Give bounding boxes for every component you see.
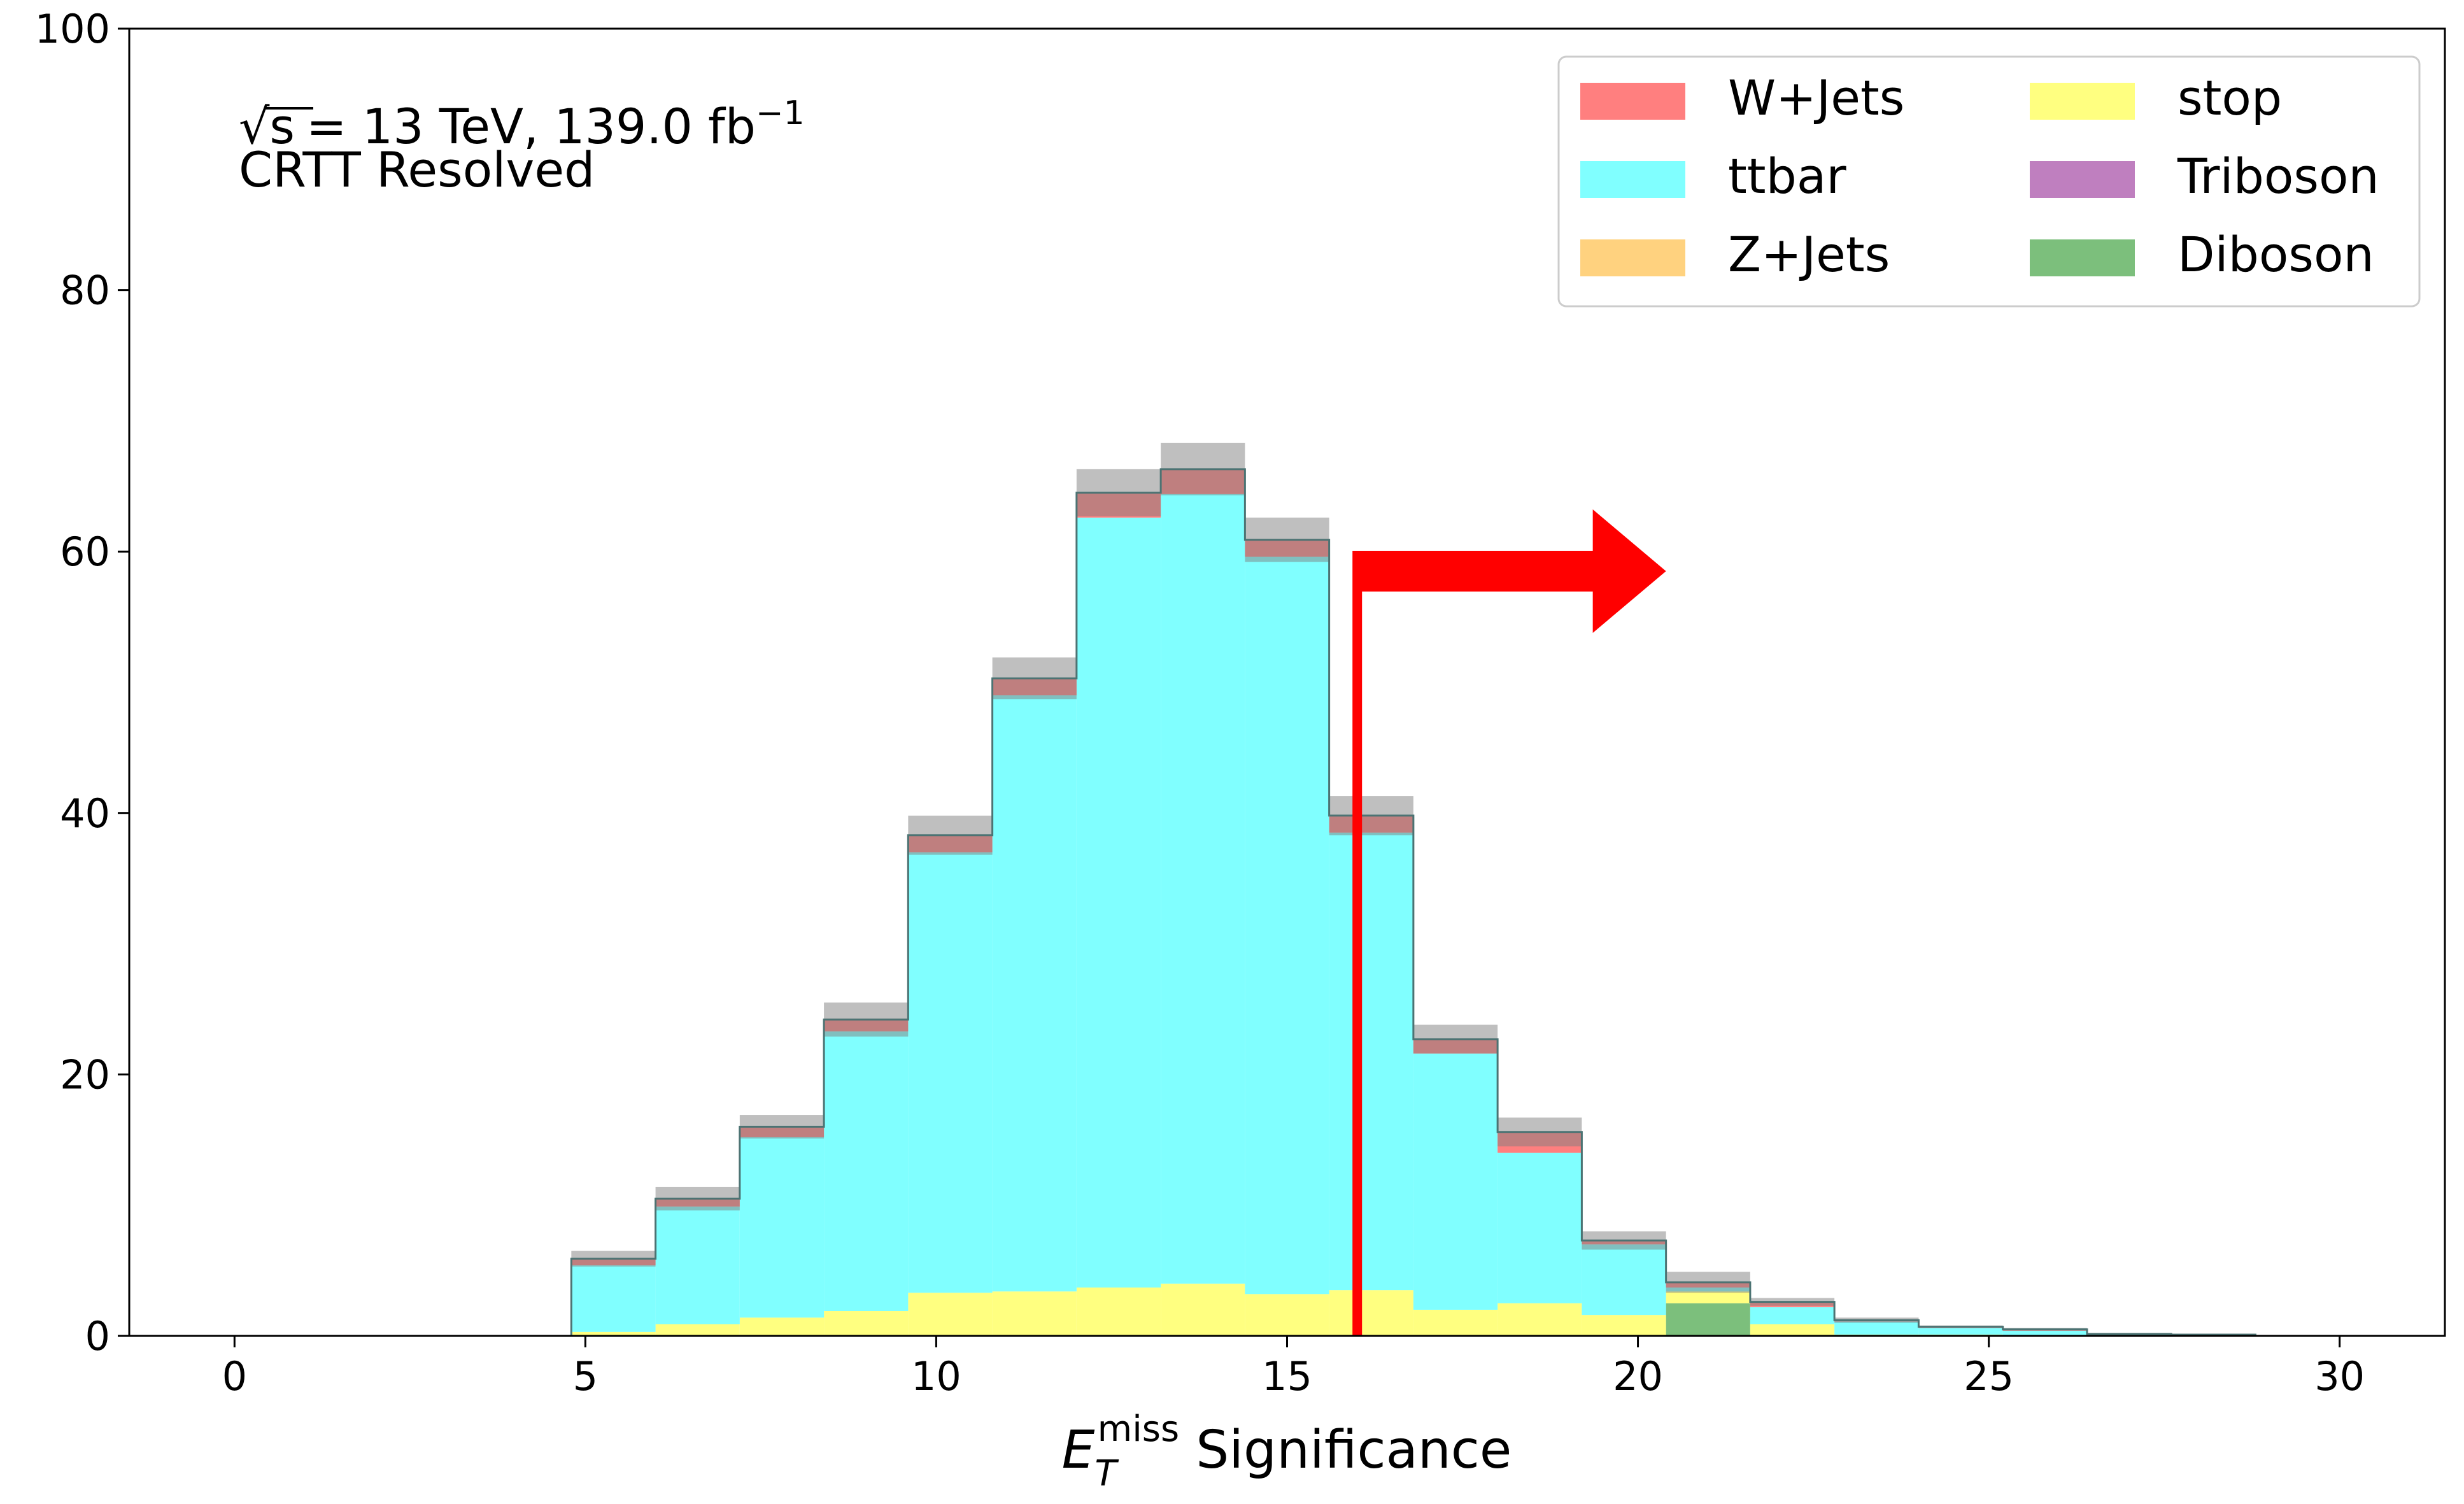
x-axis-label-symbol: E [1062, 1420, 1095, 1480]
bar-ttbar-0 [571, 1265, 656, 1332]
energy-annotation: √s = 13 TeV, 139.0 fb−1 [239, 94, 805, 155]
total-outline-path [570, 468, 2256, 1336]
bar-stop-13 [1666, 1291, 1750, 1303]
x-tick-label-0: 0 [222, 1353, 247, 1400]
legend-label-triboson: Triboson [2177, 148, 2379, 204]
cut-arrow [1352, 509, 1666, 633]
bar-ttbar-12 [1582, 1244, 1666, 1316]
x-axis-label: ETmiss Significance [1062, 1408, 1512, 1494]
bar-ttbar-5 [992, 695, 1077, 1292]
bar-ttbar-2 [739, 1137, 825, 1318]
legend: W+Jets stop ttbar Triboson Z+Jets Diboson [1557, 55, 2421, 308]
bar-ttbar-9 [1329, 832, 1413, 1291]
sqrt-s: √s [239, 98, 295, 155]
x-axis-label-subscript: T [1094, 1453, 1119, 1494]
total-outline [570, 468, 2256, 1336]
legend-label-stop: stop [2177, 69, 2282, 126]
bar-ttbar-14 [1750, 1307, 1835, 1324]
bar-stop-12 [1582, 1315, 1666, 1336]
x-axis-ticks: 0 5 10 15 20 25 30 [222, 1336, 2365, 1400]
legend-label-w-jets: W+Jets [1728, 69, 1904, 126]
bar-ttbar-16 [1918, 1328, 2003, 1335]
bar-ttbar-11 [1498, 1153, 1582, 1303]
bar-ttbar-6 [1076, 517, 1161, 1288]
legend-swatch-z-jets [1580, 239, 1685, 276]
bar-diboson-13 [1666, 1303, 1750, 1336]
legend-label-diboson: Diboson [2177, 226, 2374, 283]
x-axis-label-superscript: miss [1098, 1408, 1179, 1450]
bar-stop-4 [908, 1293, 993, 1336]
bar-stop-10 [1413, 1309, 1498, 1336]
bar-ttbar-17 [2002, 1330, 2087, 1336]
x-tick-label-5: 5 [573, 1353, 598, 1400]
x-tick-label-25: 25 [1964, 1353, 2014, 1400]
bar-stop-7 [1161, 1283, 1245, 1336]
legend-swatch-w-jets [1580, 83, 1685, 120]
legend-box [1557, 55, 2421, 308]
bar-stop-0 [571, 1331, 656, 1336]
y-tick-label-20: 20 [60, 1051, 110, 1098]
bar-stop-3 [824, 1310, 909, 1336]
bar-ttbar-3 [824, 1031, 909, 1311]
bar-stop-5 [992, 1291, 1077, 1336]
bar-stop-6 [1076, 1288, 1161, 1336]
y-tick-label-60: 60 [60, 529, 110, 575]
bar-ttbar-8 [1245, 557, 1329, 1295]
x-tick-label-30: 30 [2314, 1353, 2365, 1400]
energy-lumi-text: = 13 TeV, 139.0 fb [306, 98, 756, 155]
bar-ttbar-10 [1413, 1053, 1498, 1310]
bar-ttbar-1 [655, 1206, 740, 1324]
bar-stop-8 [1245, 1294, 1329, 1336]
legend-swatch-ttbar [1580, 161, 1685, 198]
bar-ttbar-4 [908, 852, 993, 1293]
y-tick-label-40: 40 [60, 790, 110, 837]
y-tick-label-80: 80 [60, 267, 110, 314]
legend-swatch-stop [2030, 83, 2135, 120]
y-tick-label-0: 0 [85, 1313, 110, 1359]
legend-label-ttbar: ttbar [1728, 148, 1846, 204]
bar-ttbar-15 [1834, 1321, 1919, 1335]
legend-label-z-jets: Z+Jets [1728, 226, 1890, 283]
bar-stop-14 [1750, 1324, 1835, 1336]
region-label: CRTT Resolved [239, 141, 595, 198]
x-tick-label-10: 10 [911, 1353, 961, 1400]
x-axis-label-text: Significance [1179, 1420, 1512, 1480]
lumi-exponent: −1 [756, 94, 805, 132]
y-axis-ticks: 0 20 40 60 80 100 [35, 6, 129, 1359]
bar-stop-2 [739, 1317, 825, 1336]
x-tick-label-15: 15 [1262, 1353, 1312, 1400]
bar-ttbar-7 [1161, 493, 1245, 1284]
cut-marker [1352, 509, 1666, 1336]
bar-stop-11 [1498, 1303, 1582, 1336]
legend-swatch-diboson [2030, 239, 2135, 276]
y-tick-label-100: 100 [35, 6, 110, 52]
x-tick-label-20: 20 [1613, 1353, 1663, 1400]
svg-text:√s= 13 TeV, 139.0 fb−1: √s = 13 TeV, 139.0 fb−1 [239, 94, 805, 155]
bar-stop-9 [1329, 1290, 1413, 1336]
legend-swatch-triboson [2030, 161, 2135, 198]
bar-stop-1 [655, 1324, 740, 1336]
